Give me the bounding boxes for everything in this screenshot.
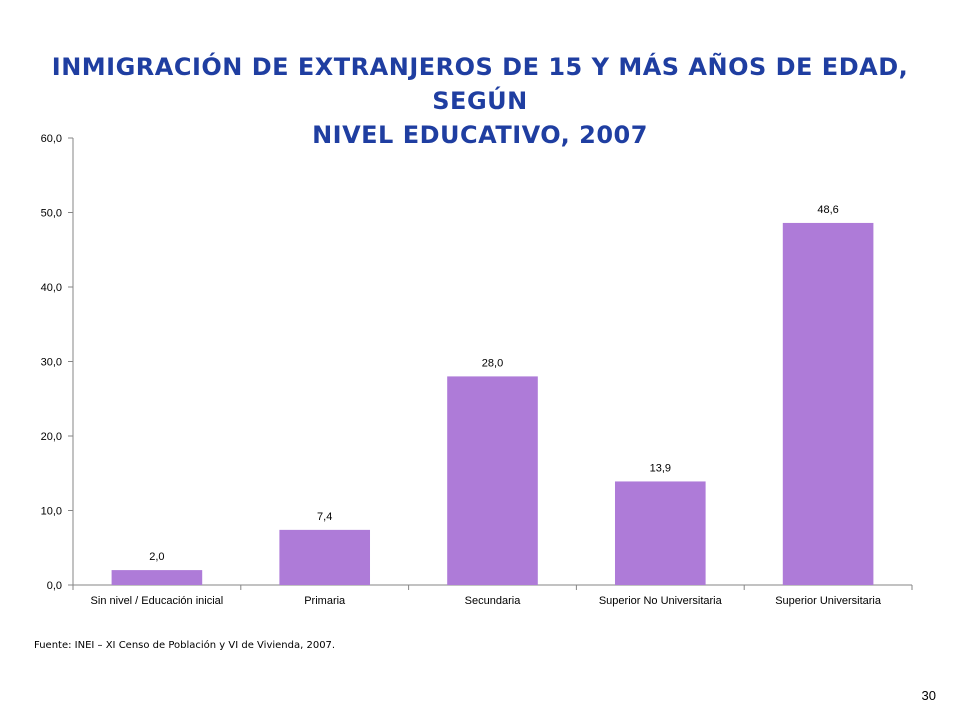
y-tick-label: 40,0	[41, 282, 62, 294]
x-tick-label: Primaria	[304, 595, 346, 607]
bar-value-label: 2,0	[149, 551, 164, 563]
y-tick-label: 20,0	[41, 431, 62, 443]
y-axis: 0,0 10,0 20,0 30,0 40,0 50,0 60,0	[41, 133, 74, 592]
x-tick-label: Superior Universitaria	[775, 595, 882, 607]
bar	[614, 481, 706, 585]
bar	[111, 570, 203, 585]
bar	[279, 529, 371, 585]
source-note: Fuente: INEI – XI Censo de Población y V…	[34, 640, 336, 651]
y-tick-label: 10,0	[41, 506, 62, 518]
chart-title-line-1: INMIGRACIÓN DE EXTRANJEROS DE 15 Y MÁS A…	[51, 53, 909, 115]
bar	[447, 376, 538, 585]
bar	[782, 222, 874, 585]
chart-title-line-2: NIVEL EDUCATIVO, 2007	[312, 121, 648, 149]
y-tick-label: 50,0	[41, 208, 62, 220]
chart-title: INMIGRACIÓN DE EXTRANJEROS DE 15 Y MÁS A…	[0, 50, 960, 152]
y-tick-label: 0,0	[47, 580, 62, 592]
data-labels: 2,0 7,4 28,0 13,9 48,6	[149, 204, 839, 563]
x-tick-label: Sin nivel / Educación inicial	[91, 595, 224, 607]
bar-value-label: 48,6	[817, 204, 838, 216]
page-number: 30	[921, 688, 936, 703]
bars	[111, 222, 874, 585]
x-axis: Sin nivel / Educación inicial Primaria Sec…	[72, 584, 913, 607]
y-tick-label: 60,0	[41, 133, 62, 145]
bar-value-label: 7,4	[317, 511, 332, 523]
x-tick-label: Secundaria	[465, 595, 522, 607]
bar-value-label: 13,9	[650, 462, 671, 474]
bar-value-label: 28,0	[482, 357, 503, 369]
x-tick-label: Superior No Universitaria	[599, 595, 723, 607]
y-tick-label: 30,0	[41, 357, 62, 369]
